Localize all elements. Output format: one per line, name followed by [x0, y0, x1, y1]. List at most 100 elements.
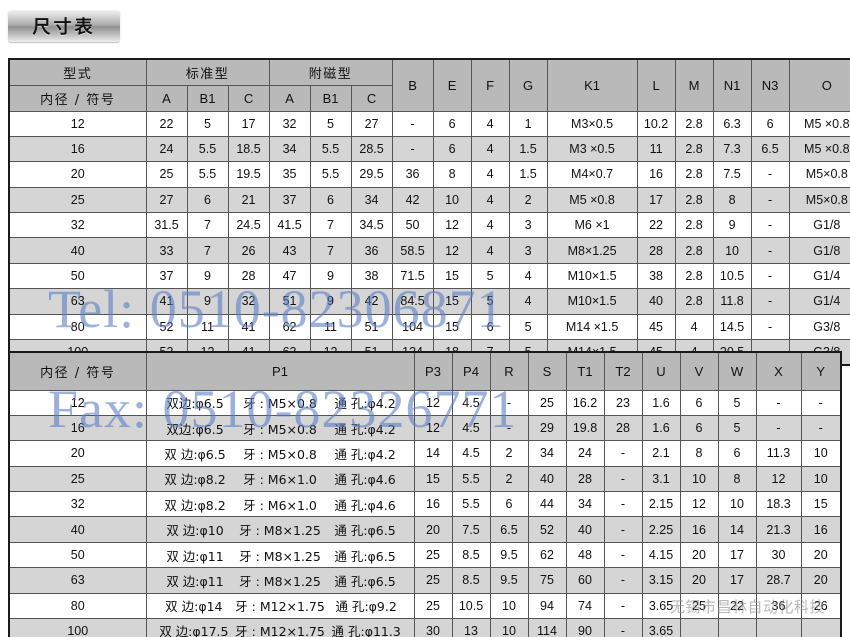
cell-value: 2.1	[641, 440, 681, 467]
cell-value: G1/4	[788, 262, 850, 290]
cell-value: 26	[227, 237, 270, 264]
cell-value: 42	[391, 186, 434, 214]
cell-value: 6	[309, 186, 352, 214]
cell-value: 5.5	[451, 491, 491, 518]
cell-value: 3.15	[641, 567, 681, 594]
cell-value: 28	[636, 237, 676, 264]
cell-value: 10.2	[636, 110, 676, 137]
cell-value: -	[603, 618, 643, 637]
cell-value: 12	[413, 389, 453, 416]
cell-bore: 12	[8, 110, 147, 137]
cell-value: 10	[712, 237, 752, 264]
cell-value: 32	[268, 110, 311, 137]
cell-value: 6	[679, 389, 719, 416]
cell-value: 4	[674, 313, 714, 341]
cell-value: 17	[227, 110, 270, 137]
table-row: 80 52 11 41 62 11 51 104 15 6 5 M14 ×1.5 45 4 14.5- G3/…	[8, 313, 850, 341]
cell-p1-segment: 通 孔:φ4.2	[334, 396, 396, 412]
cell-value: 14.5	[712, 313, 752, 341]
cell-value: 3.1	[641, 465, 681, 493]
cell-value: 20	[679, 567, 719, 594]
cell-value: 11.8	[712, 288, 752, 315]
cell-value: 34.5	[350, 212, 393, 239]
cell-value: 15	[800, 491, 842, 518]
cell-value: 22	[636, 212, 676, 239]
cell-value: M4×0.7	[546, 161, 638, 188]
cell-value: 19.8	[565, 414, 605, 442]
cell-value: 35	[268, 161, 311, 188]
cell-value: 36	[350, 237, 393, 264]
cell-value: G3/8	[788, 313, 850, 341]
cell-value: 16	[679, 516, 719, 543]
cell-p1-segment: 牙 : M6×1.0	[243, 472, 317, 488]
cell-p1-segment: 双 边:φ6.5	[164, 446, 226, 462]
cell-value: 17	[636, 186, 676, 214]
cell-value: 4	[470, 237, 510, 264]
table-row: 20 双 边:φ6.5 牙 : M5×0.8 通 孔:φ4.2 14 4.5 2 34 24-2…	[8, 440, 842, 467]
table-row: 80 双 边:φ14 牙 : M12×1.75 通 孔:φ9.2 25 10.5 10 94 7…	[8, 592, 842, 620]
cell-p1-segment: 双 边:φ8.2	[164, 472, 226, 488]
cell-value: 38	[350, 262, 393, 290]
header-standard-type: 标准型	[145, 58, 270, 86]
header2-col-Y: Y	[800, 351, 842, 391]
header2-col-R: R	[489, 351, 529, 391]
cell-value: 3.65	[641, 592, 681, 620]
cell-bore: 16	[8, 414, 147, 442]
table1-header-row-top: 型式 标准型 附磁型 B E F G K1 L M N1 N3 O	[8, 58, 850, 112]
cell-value: 30	[755, 541, 802, 569]
cell-value: 5	[717, 414, 757, 442]
cell-value: 28	[603, 414, 643, 442]
cell-value: 7.5	[451, 516, 491, 543]
cell-value: 32	[227, 288, 270, 315]
dimension-table-primary: 型式 标准型 附磁型 B E F G K1 L M N1 N3 O 内径 / 符…	[8, 58, 850, 366]
cell-p1-group: 双 边:φ17.5 牙 : M12×1.75 通 孔:φ11.3	[145, 618, 415, 637]
cell-value: 8.5	[451, 541, 491, 569]
cell-value: 12	[679, 491, 719, 518]
cell-value: 5	[470, 288, 510, 315]
cell-p1-segment: 牙 : M12×1.75	[235, 624, 325, 637]
cell-value: 15	[432, 313, 472, 341]
cell-value: 5.5	[309, 135, 352, 163]
cell-value: 18.3	[755, 491, 802, 518]
cell-value: 23	[603, 389, 643, 416]
cell-value: 8	[712, 186, 752, 214]
cell-value: 22	[717, 592, 757, 620]
table2-body: 12 双边:φ6.5 牙 : M5×0.8 通 孔:φ4.2 12 4.5-25 16.2 2…	[8, 389, 842, 637]
cell-value: 51	[268, 288, 311, 315]
cell-p1-segment: 通 孔:φ4.2	[334, 421, 396, 437]
cell-bore: 80	[8, 592, 147, 620]
cell-value: 9	[186, 288, 229, 315]
cell-p1-segment: 双 边:φ8.2	[164, 497, 226, 513]
cell-value: 16	[636, 161, 676, 188]
cell-value: 1.6	[641, 389, 681, 416]
cell-value: 41.5	[268, 212, 311, 239]
table-row: 12 双边:φ6.5 牙 : M5×0.8 通 孔:φ4.2 12 4.5-25 16.2 2…	[8, 389, 842, 416]
cell-value: 13	[451, 618, 491, 637]
cell-value: M5 ×0.8	[546, 186, 638, 214]
cell-value: 9	[186, 262, 229, 290]
cell-value: 2.8	[674, 212, 714, 239]
cell-value: -	[755, 414, 802, 442]
cell-value: 34	[565, 491, 605, 518]
header-col-G: G	[508, 58, 548, 112]
cell-value: 2.8	[674, 161, 714, 188]
cell-bore: 50	[8, 262, 147, 290]
cell-p1-segment: 通 孔:φ4.6	[334, 497, 396, 513]
cell-value: 7	[186, 212, 229, 239]
cell-value: 6	[470, 313, 510, 341]
cell-value: 45	[636, 313, 676, 341]
cell-value: 2.25	[641, 516, 681, 543]
header2-col-X: X	[755, 351, 802, 391]
cell-value: 5.5	[309, 161, 352, 188]
cell-value: 6	[489, 491, 529, 518]
cell-value: 60	[565, 567, 605, 594]
cell-value: M14 ×1.5	[546, 313, 638, 341]
cell-value: 11	[636, 135, 676, 163]
cell-p1-segment: 牙 : M8×1.25	[239, 548, 321, 564]
cell-value: 40	[636, 288, 676, 315]
cell-value: 94	[527, 592, 567, 620]
cell-value: 7	[309, 212, 352, 239]
cell-value: 6	[432, 110, 472, 137]
header-mag-A: A	[268, 84, 311, 112]
